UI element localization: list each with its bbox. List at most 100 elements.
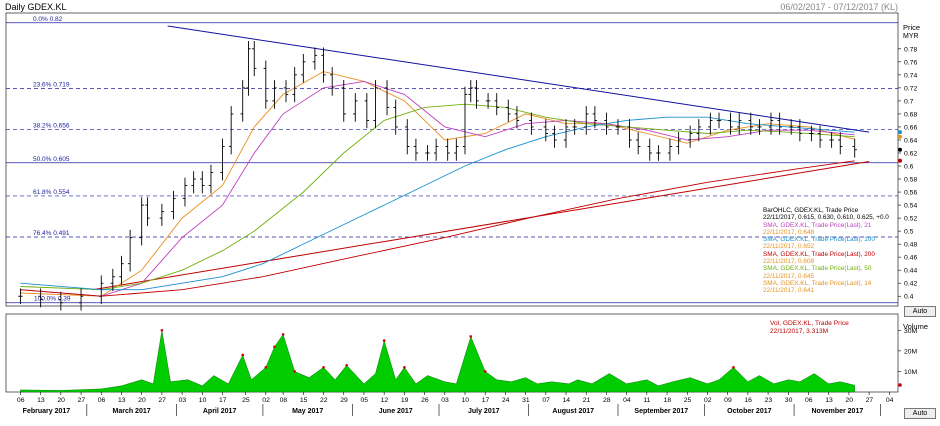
ohlc-bar — [797, 119, 803, 142]
fib-level-label: 61.8% 0.554 — [33, 189, 70, 196]
x-tick-label: 20 — [138, 397, 146, 404]
ohlc-bar — [246, 40, 251, 96]
price-tick-label: 0.6 — [904, 164, 914, 171]
x-month-label: August 2017 — [552, 408, 594, 415]
trendline — [167, 25, 870, 133]
x-tick-label: 23 — [765, 397, 773, 404]
volume-axis-title: Volume — [903, 322, 928, 331]
indicator-legend: BarOHLC, GDEX.KL, Trade Price 22/11/2017,… — [763, 207, 889, 295]
ohlc-bar — [272, 80, 277, 109]
legend-entry-value: 22/11/2017, 0.645 — [763, 272, 815, 280]
x-month-label: November 2017 — [811, 408, 863, 415]
price-tick-label: 0.46 — [904, 255, 917, 262]
volume-peak-marker — [160, 328, 164, 332]
x-tick-label: 08 — [280, 397, 288, 404]
legend-entry-value: 22/11/2017, 0.608 — [763, 258, 815, 266]
price-tick-label: 0.66 — [904, 124, 917, 131]
x-tick-label: 10 — [461, 397, 469, 404]
volume-peak-marker — [281, 333, 285, 336]
x-tick-label: 03 — [179, 397, 187, 404]
volume-auto-scale-button[interactable]: Auto — [904, 408, 936, 419]
x-month-label: July 2017 — [468, 408, 500, 415]
x-tick-label: 28 — [603, 397, 611, 404]
x-month-label: April 2017 — [203, 408, 237, 415]
fib-level-label: 38.2% 0.656 — [33, 123, 70, 130]
ohlc-bar — [312, 47, 318, 70]
x-tick-label: 05 — [360, 397, 368, 404]
x-tick-label: 27 — [866, 397, 874, 404]
ohlc-bar — [220, 138, 225, 181]
ohlc-bar — [572, 119, 577, 135]
price-tick-label: 0.52 — [904, 216, 917, 223]
legend-entry-title: SMA, GDEX.KL, Trade Price(Last), 100 — [763, 236, 875, 244]
legend-entry-title: SMA, GDEX.KL, Trade Price(Last), 14 — [763, 279, 872, 287]
ohlc-bar — [552, 125, 557, 148]
ohlc-bar — [127, 229, 133, 272]
fib-level-label: 0.0% 0.82 — [33, 16, 63, 23]
x-month-label: May 2017 — [292, 408, 323, 415]
x-tick-label: 25 — [684, 397, 692, 404]
ohlc-bar — [584, 106, 589, 135]
sma-line — [20, 116, 855, 291]
price-tick-label: 0.68 — [904, 111, 917, 118]
ohlc-bar — [716, 112, 722, 129]
ohlc-bar — [563, 119, 569, 148]
price-tick-label: 0.56 — [904, 190, 917, 197]
volume-tick-label: 30M — [904, 328, 918, 335]
x-tick-label: 27 — [158, 397, 166, 404]
ohlc-bar — [445, 138, 450, 161]
ohlc-bar — [687, 125, 693, 148]
x-tick-label: 09 — [724, 397, 732, 404]
ohlc-bar — [529, 112, 534, 135]
price-tick-label: 0.44 — [904, 268, 917, 275]
ohlc-bar — [200, 171, 205, 194]
volume-tick-label: 10M — [904, 369, 918, 376]
sma-line — [20, 103, 855, 291]
x-tick-label: 07 — [542, 397, 550, 404]
x-tick-label: 12 — [381, 397, 389, 404]
ohlc-bar — [145, 197, 150, 226]
legend-entry-value: 22/11/2017, 0.641 — [763, 287, 815, 295]
ohlc-bar — [667, 138, 673, 161]
x-tick-label: 03 — [441, 397, 449, 404]
ohlc-bar — [788, 119, 794, 135]
x-tick-label: 04 — [623, 397, 631, 404]
x-tick-label: 10 — [199, 397, 207, 404]
x-tick-label: 17 — [482, 397, 490, 404]
x-tick-label: 16 — [744, 397, 752, 404]
ohlc-bar — [635, 132, 641, 155]
x-tick-label: 15 — [300, 397, 308, 404]
price-auto-scale-button[interactable]: Auto — [904, 306, 936, 317]
x-tick-label: 17 — [219, 397, 227, 404]
ohlc-bar — [676, 132, 681, 155]
price-tick-label: 0.54 — [904, 203, 917, 210]
legend-entry-value: 22/11/2017, 0.648 — [763, 228, 815, 236]
fib-level-label: 23.6% 0.719 — [33, 82, 70, 89]
ohlc-bar — [809, 125, 814, 142]
sma-line — [20, 80, 855, 297]
ohlc-bar — [506, 99, 511, 122]
x-tick-label: 18 — [664, 397, 672, 404]
legend-entry-title: BarOHLC, GDEX.KL, Trade Price — [763, 207, 859, 214]
x-tick-label: 19 — [401, 397, 409, 404]
x-tick-label: 02 — [704, 397, 712, 404]
sma-line — [20, 71, 855, 297]
x-tick-label: 27 — [78, 397, 86, 404]
price-axis-unit: MYR — [903, 33, 919, 40]
ohlc-bar — [647, 138, 652, 161]
ohlc-bar — [462, 86, 468, 155]
ohlc-bar — [748, 112, 753, 135]
price-tick-label: 0.74 — [904, 72, 917, 79]
ohlc-bar — [838, 132, 843, 155]
x-month-label: February 2017 — [23, 408, 71, 415]
x-tick-label: 30 — [785, 397, 793, 404]
x-month-label: June 2017 — [379, 408, 413, 415]
ohlc-bar — [191, 171, 196, 194]
ohlc-bar — [615, 119, 621, 135]
last-value-marker — [898, 130, 902, 135]
ohlc-bar — [829, 132, 834, 148]
ohlc-bar — [708, 112, 713, 135]
ohlc-bar — [777, 112, 782, 135]
ohlc-bar — [425, 145, 430, 161]
